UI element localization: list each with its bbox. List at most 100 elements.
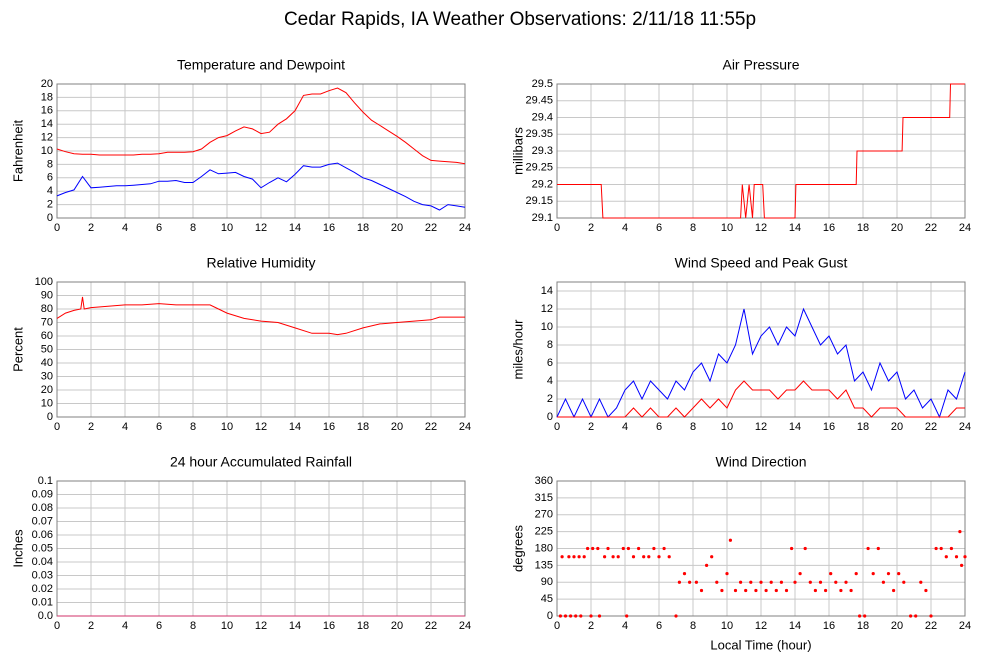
data-point: [754, 588, 758, 593]
data-point: [647, 555, 651, 559]
data-point: [577, 555, 581, 559]
data-point: [611, 555, 615, 559]
y-tick-label: 4: [547, 375, 553, 387]
y-tick-label: 29.2: [532, 178, 553, 190]
x-tick-label: 14: [289, 222, 301, 234]
y-tick-label: 0: [47, 411, 53, 423]
data-point: [560, 555, 564, 559]
data-point: [567, 555, 571, 559]
x-tick-label: 16: [823, 421, 835, 433]
data-point: [939, 546, 943, 551]
data-point: [694, 580, 699, 584]
x-tick-label: 20: [891, 620, 903, 632]
y-tick-label: 12: [541, 303, 553, 315]
y-tick-label: 29.5: [532, 78, 553, 90]
y-tick-label: 10: [541, 321, 553, 333]
data-point: [579, 614, 583, 618]
data-point: [844, 580, 848, 584]
data-point: [667, 555, 671, 559]
y-tick-label: 0.06: [32, 529, 53, 541]
x-tick-label: 6: [656, 421, 662, 433]
data-point: [744, 588, 748, 593]
data-point: [876, 546, 880, 551]
data-point: [919, 580, 923, 584]
x-tick-label: 16: [823, 620, 835, 632]
y-tick-label: 0: [547, 610, 553, 622]
x-tick-label: 10: [721, 222, 733, 234]
data-point: [963, 555, 967, 559]
x-tick-label: 0: [54, 222, 60, 234]
y-tick-label: 10: [41, 397, 53, 409]
data-line: [56, 162, 466, 211]
data-point: [866, 546, 870, 551]
data-point: [657, 555, 661, 559]
x-tick-label: 18: [357, 222, 369, 234]
plot-frame: [556, 480, 966, 617]
data-point: [626, 546, 631, 551]
y-tick-label: 8: [547, 339, 553, 351]
data-point: [674, 614, 678, 618]
data-point: [914, 614, 918, 618]
data-point: [715, 580, 719, 584]
x-tick-label: 6: [156, 222, 162, 234]
x-tick-label: 18: [357, 620, 369, 632]
data-point: [871, 572, 875, 576]
data-point: [652, 546, 656, 551]
y-tick-label: 6: [47, 172, 53, 184]
x-tick-label: 10: [721, 421, 733, 433]
data-point: [606, 546, 610, 551]
y-tick-label: 180: [535, 542, 553, 554]
x-tick-label: 10: [221, 222, 233, 234]
y-tick-label: 0: [547, 411, 553, 423]
y-tick-label: 70: [41, 316, 53, 328]
y-tick-label: 315: [535, 492, 553, 504]
data-point: [596, 546, 600, 551]
x-tick-label: 4: [622, 620, 628, 632]
data-point: [574, 614, 578, 618]
data-point: [909, 614, 913, 618]
data-point: [710, 555, 714, 559]
x-tick-label: 14: [289, 421, 301, 433]
y-axis-label: degrees: [510, 525, 525, 572]
x-tick-label: 12: [755, 222, 767, 234]
x-tick-label: 24: [459, 222, 471, 234]
y-tick-label: 8: [47, 158, 53, 170]
x-tick-label: 2: [88, 222, 94, 234]
data-point: [662, 546, 666, 551]
data-point: [934, 546, 938, 551]
data-point: [834, 580, 838, 584]
y-tick-label: 360: [535, 475, 553, 487]
data-point: [958, 530, 962, 534]
y-tick-label: 0.03: [32, 569, 53, 581]
y-tick-label: 90: [41, 289, 53, 301]
x-tick-label: 2: [588, 620, 594, 632]
y-tick-label: 135: [535, 559, 553, 571]
x-tick-label: 14: [789, 620, 801, 632]
x-tick-label: 18: [357, 421, 369, 433]
data-point: [558, 614, 563, 618]
data-point: [902, 580, 906, 584]
data-point: [597, 614, 602, 618]
x-tick-label: 22: [425, 222, 437, 234]
data-point: [849, 588, 853, 593]
data-point: [582, 555, 586, 559]
x-tick-label: 0: [54, 620, 60, 632]
x-tick-label: 24: [959, 620, 971, 632]
data-point: [897, 572, 901, 576]
y-axis-label: Inches: [10, 529, 25, 568]
x-tick-label: 10: [721, 620, 733, 632]
y-tick-label: 0.05: [32, 542, 53, 554]
y-tick-label: 6: [547, 357, 553, 369]
y-tick-label: 60: [41, 330, 53, 342]
x-tick-label: 16: [823, 222, 835, 234]
y-tick-label: 29.15: [525, 195, 553, 207]
y-tick-label: 18: [41, 91, 53, 103]
data-point: [637, 546, 641, 551]
x-tick-label: 20: [391, 222, 403, 234]
x-axis-label: Local Time (hour): [710, 637, 811, 652]
x-tick-label: 20: [391, 421, 403, 433]
x-tick-label: 4: [622, 222, 628, 234]
data-point: [699, 588, 704, 593]
y-tick-label: 29.45: [525, 95, 553, 107]
y-tick-label: 29.3: [532, 145, 553, 157]
